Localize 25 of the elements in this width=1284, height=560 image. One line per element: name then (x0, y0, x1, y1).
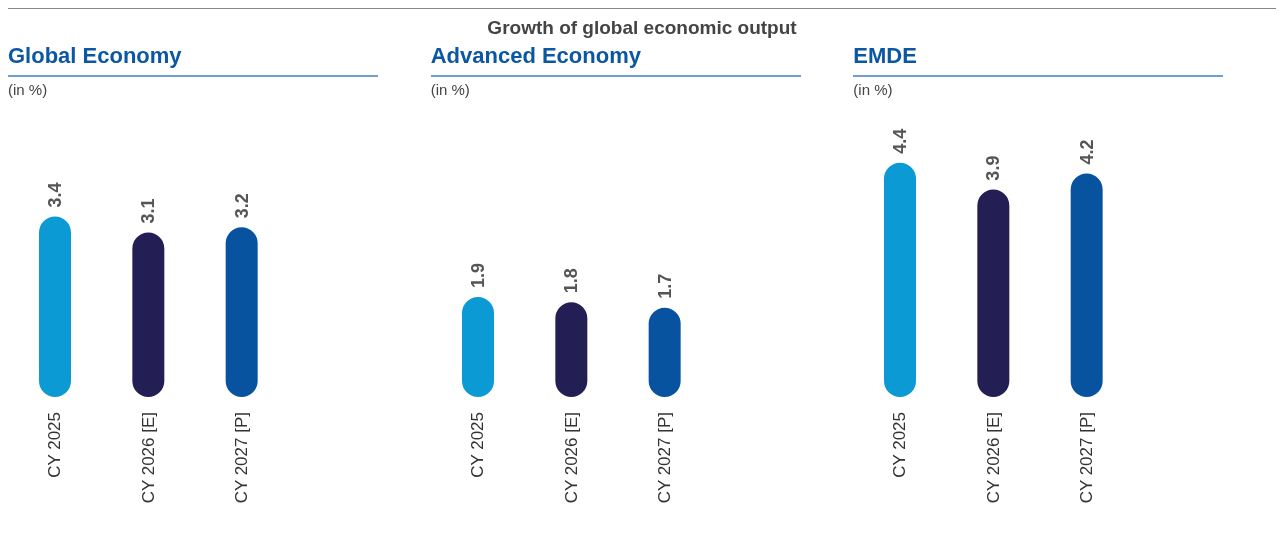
x-tick-label: CY 2025 (890, 412, 910, 478)
x-tick-label: CY 2026 [E] (561, 412, 581, 504)
x-tick-label: CY 2026 [E] (983, 412, 1003, 504)
chart-subtitle: (in %) (8, 81, 49, 98)
data-label: 1.8 (561, 268, 582, 294)
text: Growth of global economic output (486, 17, 798, 39)
x-tick-label: CY 2025 (467, 412, 487, 478)
data-label: 3.9 (983, 155, 1004, 181)
data-label: 3.1 (138, 198, 159, 224)
x-tick-label: CY 2025 (45, 412, 65, 478)
chart-subtitle: (in %) (430, 81, 471, 98)
x-tick-label: CY 2027 [P] (654, 412, 674, 504)
chart-title: Global Economy (8, 43, 378, 77)
chart-title: EMDE (853, 43, 1224, 77)
data-label: 1.9 (467, 262, 488, 288)
x-tick-label: CY 2027 [P] (231, 412, 251, 504)
x-tick-label: CY 2026 [E] (138, 412, 158, 504)
data-label: 1.7 (654, 273, 675, 299)
data-label: 3.4 (45, 182, 65, 208)
x-tick-label: CY 2027 [P] (1077, 412, 1097, 504)
data-label: 4.2 (1077, 139, 1098, 165)
chart-title: Advanced Economy (430, 43, 801, 77)
data-label: 4.4 (890, 128, 911, 154)
data-label: 3.2 (231, 193, 252, 219)
chart-subtitle: (in %) (853, 81, 894, 98)
